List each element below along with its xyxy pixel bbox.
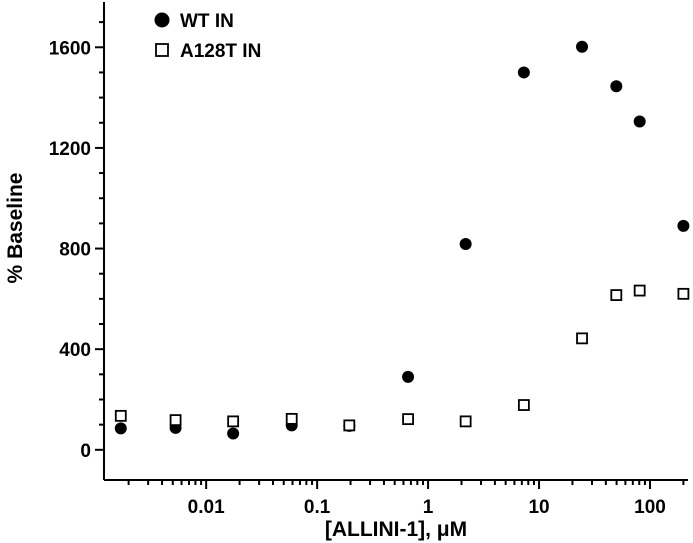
legend-label-a128t-in: A128T IN xyxy=(180,41,261,62)
data-point-a128t-in xyxy=(633,284,646,297)
x-tick-label: 100 xyxy=(634,497,666,518)
y-tick-label: 0 xyxy=(80,441,91,462)
data-point-a128t-in xyxy=(114,409,127,422)
x-tick-label: 0.1 xyxy=(304,497,331,518)
legend-marker-wt-in xyxy=(154,12,170,28)
data-point-wt-in xyxy=(610,80,623,93)
y-ticks xyxy=(95,21,104,451)
x-tick-label: 1 xyxy=(423,497,434,518)
y-tick-label: 1200 xyxy=(49,139,91,160)
data-point-a128t-in xyxy=(459,415,472,428)
data-point-a128t-in xyxy=(285,412,298,425)
data-point-wt-in xyxy=(576,40,589,53)
data-point-a128t-in xyxy=(576,332,588,345)
data-point-a128t-in xyxy=(517,399,530,411)
data-point-a128t-in xyxy=(169,414,182,427)
data-point-wt-in xyxy=(402,370,415,383)
legend-marker-a128t-in xyxy=(155,43,169,57)
x-ticks xyxy=(127,480,685,489)
data-point-wt-in xyxy=(517,66,530,79)
data-point-a128t-in xyxy=(610,289,623,301)
x-tick-labels: 0.01 0.1 1 10 100 xyxy=(188,497,666,518)
series-a128t-in xyxy=(114,284,690,432)
x-axis-label: [ALLINI-1], μM xyxy=(325,518,467,541)
data-point-wt-in xyxy=(227,427,240,440)
x-tick-label: 0.01 xyxy=(188,497,225,518)
data-point-wt-in xyxy=(677,219,690,232)
y-tick-label: 1600 xyxy=(49,38,91,59)
data-point-a128t-in xyxy=(227,415,240,428)
x-tick-label: 10 xyxy=(528,497,549,518)
data-point-wt-in xyxy=(114,422,127,435)
axes xyxy=(103,2,688,481)
data-point-wt-in xyxy=(459,238,472,251)
y-tick-labels: 0 400 800 1200 1600 xyxy=(49,38,91,462)
data-point-a128t-in xyxy=(402,413,414,426)
y-tick-label: 800 xyxy=(59,240,91,261)
data-point-a128t-in xyxy=(343,419,356,432)
data-points xyxy=(114,40,690,440)
data-point-a128t-in xyxy=(677,287,690,300)
series-wt-in xyxy=(114,40,690,440)
y-tick-label: 400 xyxy=(59,340,91,361)
y-axis-label: % Baseline xyxy=(4,173,27,284)
legend-label-wt-in: WT IN xyxy=(180,11,234,32)
data-point-wt-in xyxy=(633,115,646,128)
legend: WT IN A128T IN xyxy=(154,11,261,62)
